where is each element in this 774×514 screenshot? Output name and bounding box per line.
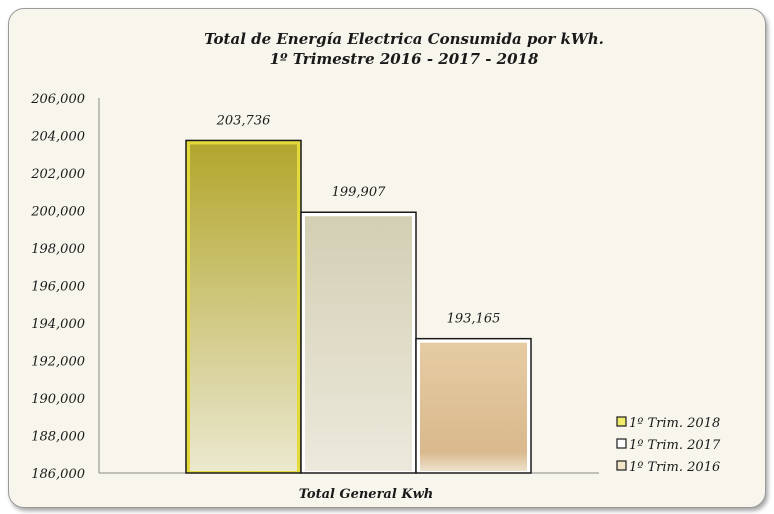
bar-chart: Total de Energía Electrica Consumida por… [30,30,721,502]
legend-label-1: 1º Trim. 2017 [629,438,721,453]
y-tick-label: 192,000 [31,355,85,370]
data-label-1: 199,907 [332,185,386,200]
chart-subtitle: 1º Trimestre 2016 - 2017 - 2018 [270,50,539,68]
legend-swatch-1 [616,438,627,449]
bars [185,139,532,474]
y-tick-label: 196,000 [31,280,85,295]
legend-swatch-2 [616,460,627,471]
y-tick-label: 188,000 [31,430,85,445]
y-axis: 186,000 188,000 190,000 192,000 194,000 196,0… [30,92,599,482]
data-labels: 203,736 199,907 193,165 [216,113,501,326]
bar-1 [305,216,412,471]
bar-0 [190,144,297,471]
y-tick-label: 198,000 [31,242,85,257]
data-label-0: 203,736 [216,113,271,128]
legend-label-0: 1º Trim. 2018 [629,416,720,431]
legend: 1º Trim. 2018 1º Trim. 2017 1º Trim. 2016 [616,416,721,475]
y-tick-label: 190,000 [31,392,85,407]
legend-label-2: 1º Trim. 2016 [629,460,720,475]
legend-swatch-0 [616,416,627,427]
y-tick-label: 202,000 [30,167,85,182]
bar-2 [420,342,527,471]
y-tick-label: 186,000 [31,467,85,482]
y-tick-label: 194,000 [31,317,85,332]
chart-title: Total de Energía Electrica Consumida por… [204,30,604,48]
y-tick-label: 204,000 [30,130,85,145]
chart-frame: Total de Energía Electrica Consumida por… [8,8,766,508]
x-axis-label: Total General Kwh [299,487,434,502]
y-tick-label: 206,000 [30,92,85,107]
data-label-2: 193,165 [447,312,501,327]
y-tick-label: 200,000 [30,205,85,220]
